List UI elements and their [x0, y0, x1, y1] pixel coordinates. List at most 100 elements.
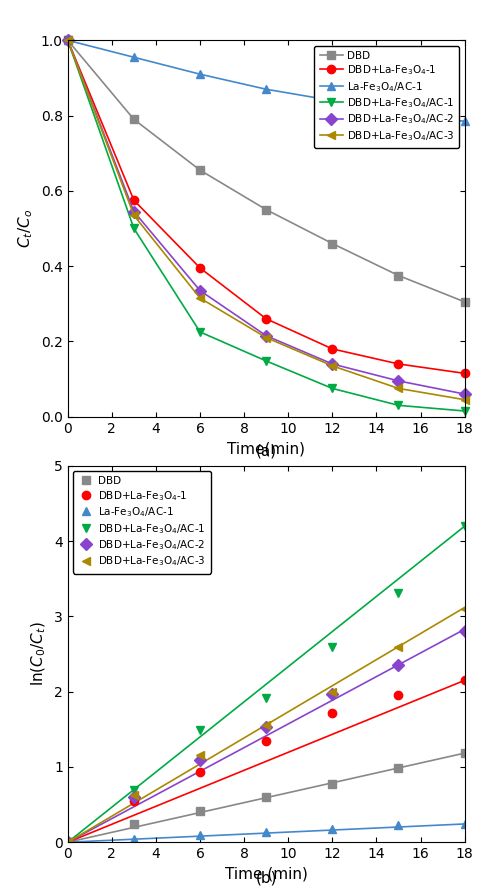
DBD+La-Fe$_3$O$_4$/AC-3: [330, 686, 335, 697]
DBD+La-Fe$_3$O$_4$/AC-1: [395, 588, 401, 599]
DBD+La-Fe$_3$O$_4$/AC-2: [395, 375, 401, 386]
DBD+La-Fe$_3$O$_4$/AC-1: [263, 356, 269, 366]
DBD+La-Fe$_3$O$_4$/AC-1: [330, 383, 335, 394]
DBD+La-Fe$_3$O$_4$-1: [263, 314, 269, 324]
La-Fe$_3$O$_4$/AC-1: [131, 52, 137, 63]
La-Fe$_3$O$_4$/AC-1: [197, 830, 203, 840]
La-Fe$_3$O$_4$/AC-1: [330, 95, 335, 106]
DBD+La-Fe$_3$O$_4$/AC-1: [197, 326, 203, 337]
DBD+La-Fe$_3$O$_4$/AC-3: [131, 210, 137, 220]
DBD: [330, 779, 335, 789]
DBD+La-Fe$_3$O$_4$-1: [395, 689, 401, 700]
DBD: [65, 35, 71, 46]
Line: DBD+La-Fe$_3$O$_4$-1: DBD+La-Fe$_3$O$_4$-1: [63, 676, 469, 847]
DBD+La-Fe$_3$O$_4$/AC-3: [65, 35, 71, 46]
DBD+La-Fe$_3$O$_4$-1: [462, 675, 468, 685]
DBD+La-Fe$_3$O$_4$/AC-1: [65, 35, 71, 46]
Line: DBD+La-Fe$_3$O$_4$-1: DBD+La-Fe$_3$O$_4$-1: [63, 36, 469, 377]
DBD+La-Fe$_3$O$_4$/AC-3: [330, 360, 335, 371]
Line: DBD+La-Fe$_3$O$_4$/AC-3: DBD+La-Fe$_3$O$_4$/AC-3: [63, 605, 469, 847]
La-Fe$_3$O$_4$/AC-1: [462, 116, 468, 126]
DBD+La-Fe$_3$O$_4$/AC-2: [263, 721, 269, 732]
Line: DBD: DBD: [63, 36, 469, 306]
La-Fe$_3$O$_4$/AC-1: [263, 826, 269, 837]
Line: DBD+La-Fe$_3$O$_4$/AC-3: DBD+La-Fe$_3$O$_4$/AC-3: [63, 36, 469, 404]
DBD+La-Fe$_3$O$_4$/AC-3: [462, 394, 468, 405]
DBD+La-Fe$_3$O$_4$-1: [263, 736, 269, 746]
DBD+La-Fe$_3$O$_4$/AC-1: [131, 223, 137, 234]
Line: La-Fe$_3$O$_4$/AC-1: La-Fe$_3$O$_4$/AC-1: [63, 36, 469, 125]
DBD+La-Fe$_3$O$_4$/AC-1: [330, 642, 335, 652]
DBD+La-Fe$_3$O$_4$-1: [65, 837, 71, 848]
DBD+La-Fe$_3$O$_4$-1: [131, 194, 137, 205]
Line: La-Fe$_3$O$_4$/AC-1: La-Fe$_3$O$_4$/AC-1: [63, 820, 469, 847]
DBD+La-Fe$_3$O$_4$/AC-3: [462, 604, 468, 615]
La-Fe$_3$O$_4$/AC-1: [263, 84, 269, 95]
DBD+La-Fe$_3$O$_4$-1: [131, 796, 137, 806]
DBD+La-Fe$_3$O$_4$/AC-3: [65, 837, 71, 848]
DBD: [65, 837, 71, 848]
DBD+La-Fe$_3$O$_4$/AC-2: [330, 689, 335, 700]
DBD+La-Fe$_3$O$_4$/AC-1: [131, 785, 137, 796]
La-Fe$_3$O$_4$/AC-1: [462, 818, 468, 829]
DBD: [395, 270, 401, 280]
Legend: DBD, DBD+La-Fe$_3$O$_4$-1, La-Fe$_3$O$_4$/AC-1, DBD+La-Fe$_3$O$_4$/AC-1, DBD+La-: DBD, DBD+La-Fe$_3$O$_4$-1, La-Fe$_3$O$_4…: [73, 471, 211, 573]
DBD+La-Fe$_3$O$_4$/AC-2: [462, 625, 468, 636]
La-Fe$_3$O$_4$/AC-1: [131, 833, 137, 844]
La-Fe$_3$O$_4$/AC-1: [395, 820, 401, 831]
DBD+La-Fe$_3$O$_4$/AC-3: [263, 332, 269, 343]
DBD+La-Fe$_3$O$_4$-1: [395, 358, 401, 369]
X-axis label: Time(min): Time(min): [227, 441, 305, 456]
DBD: [197, 165, 203, 176]
DBD+La-Fe$_3$O$_4$/AC-2: [197, 754, 203, 765]
Text: (a): (a): [256, 444, 277, 459]
Text: (b): (b): [256, 871, 277, 886]
DBD+La-Fe$_3$O$_4$/AC-1: [462, 521, 468, 531]
DBD+La-Fe$_3$O$_4$/AC-2: [65, 837, 71, 848]
DBD: [263, 792, 269, 803]
DBD+La-Fe$_3$O$_4$/AC-3: [197, 750, 203, 761]
La-Fe$_3$O$_4$/AC-1: [197, 69, 203, 80]
DBD+La-Fe$_3$O$_4$/AC-2: [131, 206, 137, 217]
DBD+La-Fe$_3$O$_4$/AC-2: [462, 389, 468, 400]
DBD+La-Fe$_3$O$_4$/AC-1: [263, 694, 269, 704]
DBD+La-Fe$_3$O$_4$/AC-2: [263, 331, 269, 341]
DBD+La-Fe$_3$O$_4$-1: [330, 343, 335, 354]
DBD+La-Fe$_3$O$_4$/AC-2: [197, 285, 203, 296]
La-Fe$_3$O$_4$/AC-1: [65, 837, 71, 848]
DBD+La-Fe$_3$O$_4$/AC-2: [65, 35, 71, 46]
Y-axis label: $C_t/C_o$: $C_t/C_o$: [16, 209, 35, 248]
DBD+La-Fe$_3$O$_4$/AC-3: [131, 790, 137, 801]
DBD: [330, 238, 335, 249]
DBD+La-Fe$_3$O$_4$-1: [330, 708, 335, 719]
DBD+La-Fe$_3$O$_4$/AC-3: [263, 719, 269, 730]
DBD+La-Fe$_3$O$_4$/AC-3: [395, 642, 401, 652]
DBD: [263, 204, 269, 215]
Line: DBD+La-Fe$_3$O$_4$/AC-1: DBD+La-Fe$_3$O$_4$/AC-1: [63, 36, 469, 415]
DBD+La-Fe$_3$O$_4$/AC-2: [395, 660, 401, 671]
DBD+La-Fe$_3$O$_4$/AC-3: [395, 383, 401, 394]
DBD+La-Fe$_3$O$_4$/AC-1: [197, 725, 203, 736]
La-Fe$_3$O$_4$/AC-1: [395, 110, 401, 121]
La-Fe$_3$O$_4$/AC-1: [65, 35, 71, 46]
DBD+La-Fe$_3$O$_4$-1: [197, 263, 203, 273]
DBD+La-Fe$_3$O$_4$/AC-1: [65, 837, 71, 848]
DBD+La-Fe$_3$O$_4$/AC-1: [462, 406, 468, 417]
Line: DBD: DBD: [63, 749, 469, 847]
DBD+La-Fe$_3$O$_4$-1: [65, 35, 71, 46]
DBD+La-Fe$_3$O$_4$/AC-2: [330, 358, 335, 369]
Y-axis label: ln($C_0$/$C_t$): ln($C_0$/$C_t$): [30, 622, 48, 686]
DBD: [197, 806, 203, 816]
DBD: [462, 297, 468, 307]
DBD: [131, 819, 137, 830]
Line: DBD+La-Fe$_3$O$_4$/AC-2: DBD+La-Fe$_3$O$_4$/AC-2: [63, 626, 469, 847]
DBD+La-Fe$_3$O$_4$/AC-2: [131, 791, 137, 802]
Line: DBD+La-Fe$_3$O$_4$/AC-1: DBD+La-Fe$_3$O$_4$/AC-1: [63, 522, 469, 847]
X-axis label: Time (min): Time (min): [225, 866, 308, 882]
DBD: [395, 763, 401, 774]
La-Fe$_3$O$_4$/AC-1: [330, 823, 335, 834]
Line: DBD+La-Fe$_3$O$_4$/AC-2: DBD+La-Fe$_3$O$_4$/AC-2: [63, 36, 469, 398]
DBD: [462, 747, 468, 758]
DBD+La-Fe$_3$O$_4$-1: [462, 368, 468, 379]
DBD+La-Fe$_3$O$_4$-1: [197, 767, 203, 778]
